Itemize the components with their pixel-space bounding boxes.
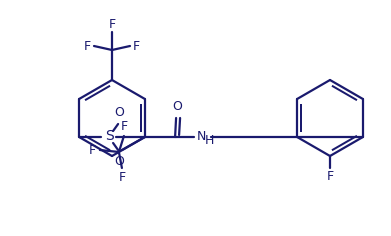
Text: F: F <box>108 18 116 31</box>
Text: O: O <box>114 155 124 168</box>
Text: F: F <box>133 39 140 52</box>
Text: F: F <box>119 171 126 184</box>
Text: F: F <box>84 39 91 52</box>
Text: N: N <box>196 130 206 143</box>
Text: F: F <box>121 120 128 133</box>
Text: S: S <box>105 129 113 143</box>
Text: F: F <box>89 143 96 156</box>
Text: O: O <box>114 106 124 119</box>
Text: O: O <box>172 100 182 113</box>
Text: F: F <box>326 170 334 183</box>
Text: H: H <box>204 134 214 147</box>
